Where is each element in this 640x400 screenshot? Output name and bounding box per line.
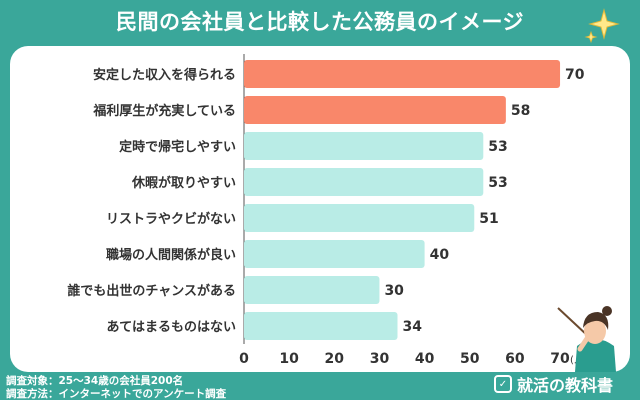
page-title: 民間の会社員と比較した公務員のイメージ bbox=[115, 10, 525, 34]
chart-panel: 安定した収入を得られる 70 福利厚生が充実している 58 定時で帰宅しやすい 53 休暇が… bbox=[10, 46, 630, 372]
category-label: 定時で帰宅しやすい bbox=[118, 139, 236, 155]
value-label: 34 bbox=[403, 319, 423, 335]
brand-logo: ✓ 就活の教科書 bbox=[494, 371, 613, 397]
value-label: 58 bbox=[511, 103, 530, 119]
x-tick-label: 70 bbox=[550, 351, 570, 367]
bar bbox=[244, 132, 484, 160]
category-label: リストラやクビがない bbox=[106, 211, 236, 227]
bar bbox=[244, 60, 561, 88]
bar bbox=[244, 312, 398, 340]
bar bbox=[244, 96, 506, 124]
bar bbox=[244, 168, 484, 196]
category-label: 安定した収入を得られる bbox=[93, 67, 236, 83]
x-tick-label: 20 bbox=[325, 351, 345, 367]
teacher-illustration bbox=[557, 306, 616, 372]
brand-name: 就活の教科書 bbox=[517, 376, 614, 395]
sparkle-icon bbox=[584, 8, 620, 44]
category-label: 福利厚生が充実している bbox=[92, 103, 236, 119]
bar bbox=[244, 204, 475, 232]
value-label: 51 bbox=[479, 211, 498, 227]
category-label: 休暇が取りやすい bbox=[131, 175, 236, 191]
category-label: 誰でも出世のチャンスがある bbox=[67, 283, 236, 299]
category-label: あてはまるものはない bbox=[107, 320, 236, 335]
value-label: 40 bbox=[430, 247, 450, 263]
bar-chart: 安定した収入を得られる 70 福利厚生が充実している 58 定時で帰宅しやすい 53 休暇が… bbox=[67, 54, 616, 372]
survey-target-note: 調査対象：25〜34歳の会社員200名 bbox=[6, 375, 184, 387]
x-tick-label: 40 bbox=[415, 351, 435, 367]
bar bbox=[244, 240, 425, 268]
value-label: 30 bbox=[384, 283, 404, 299]
value-label: 70 bbox=[565, 67, 585, 83]
x-tick-label: 60 bbox=[505, 351, 525, 367]
survey-method-note: 調査方法：インターネットでのアンケート調査 bbox=[6, 388, 227, 400]
bar bbox=[244, 276, 380, 304]
value-label: 53 bbox=[488, 139, 507, 155]
x-tick-label: 30 bbox=[370, 351, 390, 367]
category-label: 職場の人間関係が良い bbox=[106, 247, 236, 263]
brand-badge-icon: ✓ bbox=[494, 375, 512, 393]
x-tick-label: 50 bbox=[460, 351, 480, 367]
x-tick-label: 0 bbox=[239, 351, 249, 367]
x-tick-label: 10 bbox=[279, 351, 299, 367]
value-label: 53 bbox=[488, 175, 507, 191]
